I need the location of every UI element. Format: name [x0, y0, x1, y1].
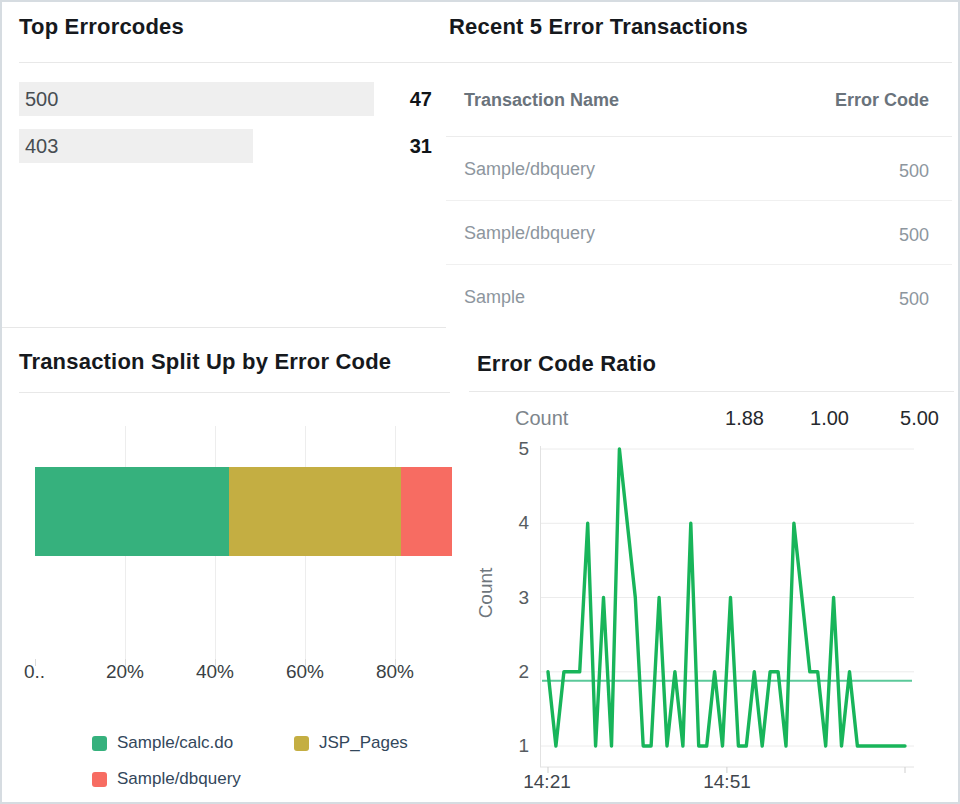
x-axis-tick-label: 80% [360, 661, 430, 683]
table-row[interactable]: Sample/dbquery 500 [446, 137, 952, 201]
legend-label: Sample/calc.do [117, 733, 233, 753]
x-axis-tick-label: 20% [90, 661, 160, 683]
errorcode-bar: 500 [19, 82, 374, 116]
title-divider [19, 392, 450, 393]
title-divider [19, 62, 446, 63]
column-error-code: Error Code [835, 90, 929, 111]
errorcode-row[interactable]: 500 47 [19, 82, 432, 116]
legend-item-calc-do[interactable]: Sample/calc.do [92, 733, 233, 753]
panel-error-code-ratio: Error Code Ratio Count 1.88 1.00 5.00 Co… [459, 329, 958, 802]
panel-top-errorcodes: Top Errorcodes 500 47 403 31 [2, 2, 447, 328]
transactions-rows: Sample/dbquery500Sample/dbquery500Sample… [446, 137, 952, 329]
stacked-bar[interactable] [35, 467, 452, 556]
stat-min: 1.00 [769, 407, 849, 430]
x-tick-14-51: 14:51 [687, 771, 767, 793]
bar-segment-sample-dbquery[interactable] [401, 467, 452, 556]
bar-segment-jsp-pages[interactable] [229, 467, 401, 556]
error-code-ratio-title: Error Code Ratio [477, 351, 656, 377]
legend-item-jsp-pages[interactable]: JSP_Pages [294, 733, 408, 753]
stat-average: 1.88 [684, 407, 764, 430]
top-errorcodes-title: Top Errorcodes [19, 14, 184, 40]
errorcode-bar-list: 500 47 403 31 [19, 82, 432, 176]
legend-swatch-gold [294, 736, 309, 751]
errorcode-row[interactable]: 403 31 [19, 129, 432, 163]
stat-max: 5.00 [859, 407, 939, 430]
ratio-stats-row: Count 1.88 1.00 5.00 [459, 407, 958, 433]
errorcode-bar: 403 [19, 129, 253, 163]
transactions-table-header: Transaction Name Error Code [446, 62, 952, 137]
x-tick-14-21: 14:21 [507, 771, 587, 793]
error-code-cell: 500 [899, 225, 929, 246]
x-axis-tick-label: 60% [270, 661, 340, 683]
recent-transactions-title: Recent 5 Error Transactions [449, 14, 748, 40]
legend-swatch-red [92, 772, 107, 787]
x-axis-tick-label: 40% [180, 661, 250, 683]
ratio-line-chart[interactable] [540, 441, 914, 781]
legend-swatch-green [92, 736, 107, 751]
error-code-cell: 500 [899, 161, 929, 182]
y-axis-tick-label: 4 [489, 511, 529, 535]
transaction-split-title: Transaction Split Up by Error Code [19, 349, 391, 375]
bar-segment-sample-calc-do[interactable] [35, 467, 229, 556]
transaction-name-cell: Sample/dbquery [464, 159, 595, 180]
title-divider [469, 391, 954, 392]
legend-item-dbquery[interactable]: Sample/dbquery [92, 769, 241, 789]
error-code-cell: 500 [899, 289, 929, 310]
y-axis-tick-label: 3 [489, 586, 529, 610]
column-transaction-name: Transaction Name [464, 90, 619, 111]
legend-label: Sample/dbquery [117, 769, 241, 789]
apm-error-dashboard: Top Errorcodes 5004740331 Recent 5 Error… [0, 0, 960, 804]
table-row[interactable]: Sample/dbquery 500 [446, 201, 952, 265]
legend-label: JSP_Pages [319, 733, 408, 753]
transaction-name-cell: Sample [464, 287, 525, 308]
errorcode-value: 31 [410, 129, 432, 163]
panel-recent-error-transactions: Recent 5 Error Transactions Transaction … [446, 2, 958, 328]
transaction-name-cell: Sample/dbquery [464, 223, 595, 244]
stats-count-label: Count [515, 407, 568, 430]
errorcode-value: 47 [410, 82, 432, 116]
table-row[interactable]: Sample 500 [446, 265, 952, 329]
x-axis-tick-label: 0.. [24, 661, 94, 683]
panel-transaction-split: Transaction Split Up by Error Code 0..20… [2, 329, 459, 802]
y-axis-tick-label: 2 [489, 660, 529, 684]
y-axis-tick-label: 1 [489, 734, 529, 758]
y-axis-tick-label: 5 [489, 437, 529, 461]
